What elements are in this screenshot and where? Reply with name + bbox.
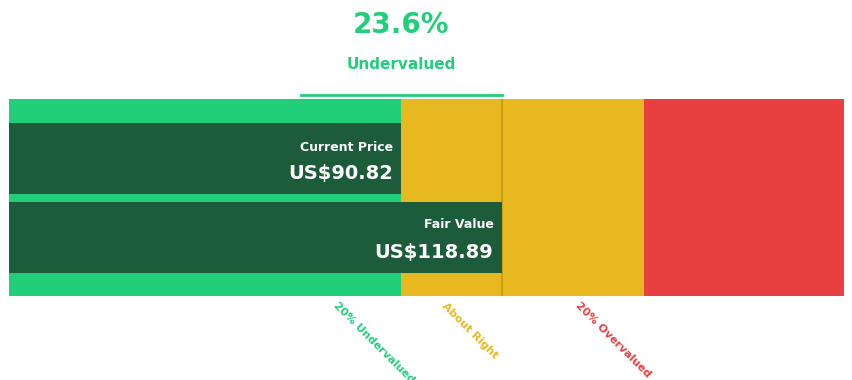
Bar bbox=[9, 99, 401, 296]
Text: About Right: About Right bbox=[440, 301, 499, 360]
Bar bbox=[9, 122, 401, 194]
Text: 20% Overvalued: 20% Overvalued bbox=[573, 301, 653, 380]
Text: Undervalued: Undervalued bbox=[346, 57, 456, 73]
Text: Fair Value: Fair Value bbox=[423, 218, 492, 231]
Bar bbox=[401, 99, 643, 296]
Bar bbox=[9, 201, 501, 273]
Text: US$90.82: US$90.82 bbox=[288, 164, 393, 183]
Bar bbox=[643, 99, 843, 296]
Text: Current Price: Current Price bbox=[300, 141, 393, 154]
Text: 20% Undervalued: 20% Undervalued bbox=[331, 301, 416, 380]
Text: US$118.89: US$118.89 bbox=[374, 243, 492, 262]
Text: 23.6%: 23.6% bbox=[353, 11, 449, 40]
